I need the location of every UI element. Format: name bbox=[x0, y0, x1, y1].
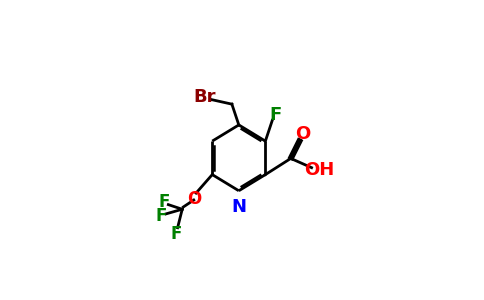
Text: Br: Br bbox=[193, 88, 215, 106]
Text: N: N bbox=[231, 198, 246, 216]
Text: OH: OH bbox=[304, 161, 335, 179]
Text: F: F bbox=[270, 106, 282, 124]
Text: F: F bbox=[156, 207, 167, 225]
Text: O: O bbox=[295, 125, 310, 143]
Text: O: O bbox=[187, 190, 201, 208]
Text: F: F bbox=[158, 193, 169, 211]
Text: F: F bbox=[171, 224, 182, 242]
